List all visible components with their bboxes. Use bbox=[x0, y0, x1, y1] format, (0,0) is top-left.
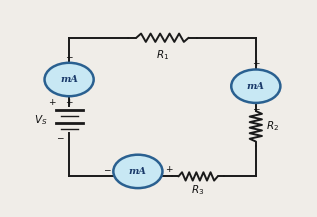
Text: $R_1$: $R_1$ bbox=[156, 48, 169, 62]
Text: +: + bbox=[252, 59, 260, 68]
Text: $V_S$: $V_S$ bbox=[34, 113, 47, 127]
Text: −: − bbox=[55, 133, 63, 142]
Circle shape bbox=[231, 69, 281, 103]
Circle shape bbox=[44, 63, 94, 96]
Circle shape bbox=[113, 155, 162, 188]
Text: mA: mA bbox=[129, 167, 147, 176]
Text: −: − bbox=[252, 105, 260, 113]
Text: mA: mA bbox=[247, 82, 265, 91]
Text: $R_2$: $R_2$ bbox=[266, 119, 279, 133]
Text: +: + bbox=[65, 98, 73, 107]
Text: +: + bbox=[48, 98, 56, 107]
Text: $R_3$: $R_3$ bbox=[191, 183, 205, 197]
Text: −: − bbox=[103, 165, 111, 174]
Text: −: − bbox=[65, 52, 73, 61]
Text: +: + bbox=[165, 165, 172, 174]
Text: mA: mA bbox=[60, 75, 78, 84]
